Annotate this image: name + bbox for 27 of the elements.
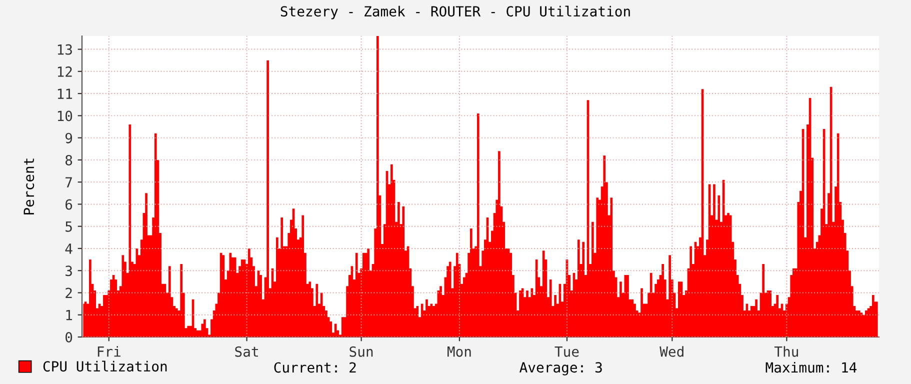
y-tick-label: 6 (66, 199, 72, 210)
x-tick-label: Sun (350, 346, 373, 357)
legend-label: CPU Utilization (43, 360, 167, 372)
y-tick-label: 7 (66, 177, 72, 188)
y-tick-label: 12 (58, 66, 72, 77)
x-tick-label: Tue (554, 346, 579, 357)
x-tick-label: Wed (660, 346, 684, 357)
y-tick-label: 5 (66, 222, 72, 232)
y-tick-label: 4 (65, 244, 72, 254)
y-tick-label: 0 (66, 332, 72, 343)
y-tick-label: 9 (65, 132, 72, 144)
x-tick-label: Thu (774, 346, 798, 357)
y-tick-label: 1 (66, 310, 72, 320)
y-tick-label: 3 (66, 266, 72, 276)
x-tick-label: Mon (448, 346, 471, 357)
y-axis-title: Percent (24, 158, 34, 214)
text: Maximum: 14 (766, 362, 857, 373)
text: Current: 2 (274, 362, 356, 373)
y-tick-label: 2 (66, 288, 72, 298)
y-tick-label: 13 (58, 44, 72, 55)
y-tick-label: 10 (58, 110, 72, 122)
x-tick-label: Sat (235, 346, 258, 357)
y-tick-label: 8 (66, 154, 72, 166)
text: Average: 3 (520, 362, 602, 376)
chart-title: Stezery - Zamek - ROUTER - CPU Utilization (280, 6, 630, 20)
y-tick-label: 11 (58, 88, 72, 99)
x-tick-label: Fri (98, 346, 120, 357)
